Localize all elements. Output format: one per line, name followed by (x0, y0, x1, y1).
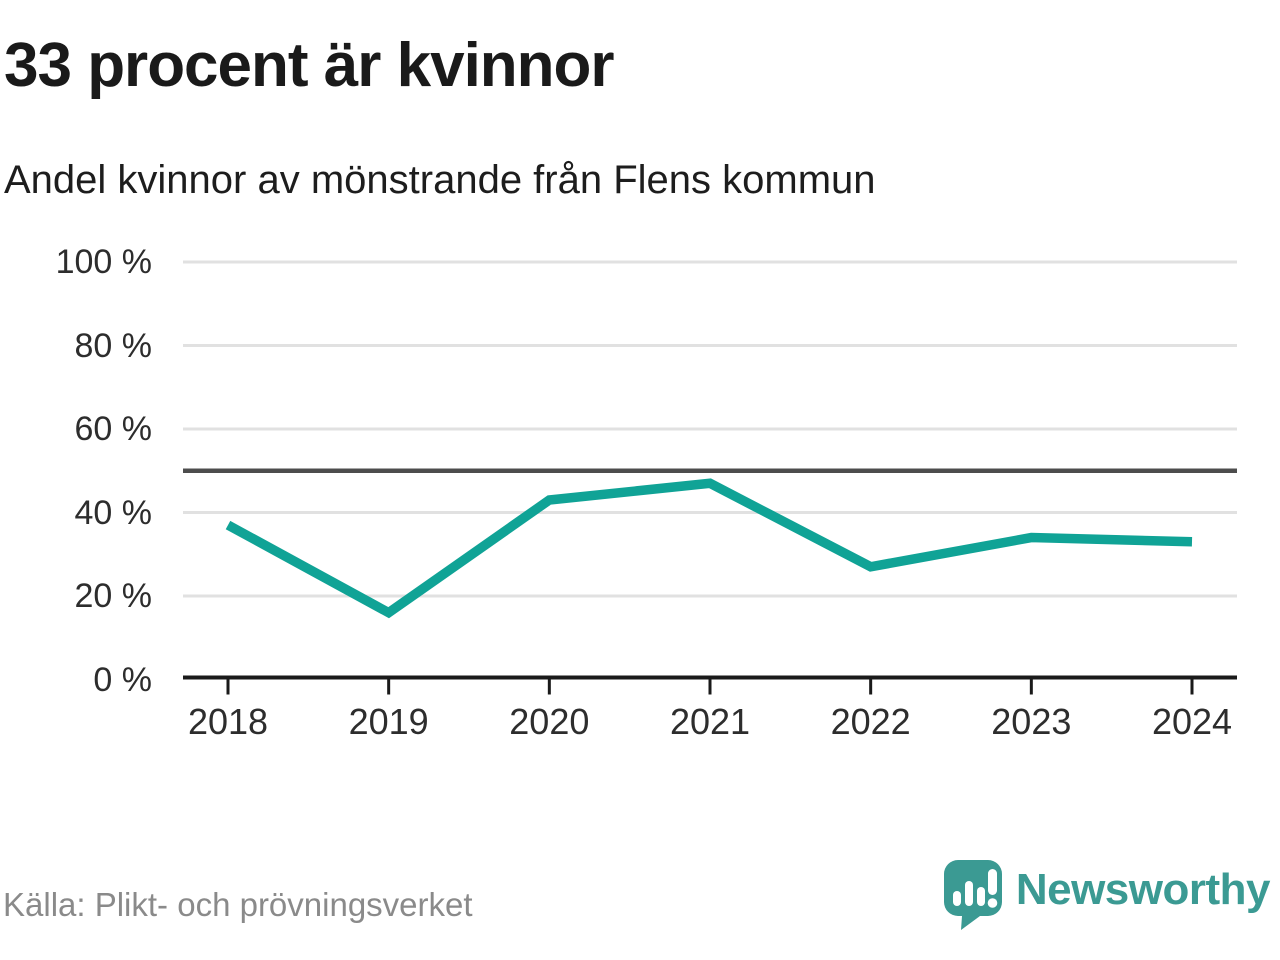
brand-logo: Newsworthy (942, 858, 1271, 932)
chart-subtitle: Andel kvinnor av mönstrande från Flens k… (4, 158, 876, 202)
line-chart: 0 % 20 % 40 % 60 % 80 % 100 % 2018 2019 2020 202… (0, 230, 1280, 760)
chart-title: 33 procent är kvinnor (4, 31, 615, 100)
logo-bar-tall (964, 881, 973, 906)
y-tick-label-100: 100 % (55, 243, 152, 281)
brand-name: Newsworthy (1015, 865, 1271, 914)
data-line (225, 478, 1193, 619)
y-tick-label-20: 20 % (74, 577, 153, 615)
logo-bar-small (952, 891, 961, 906)
x-tick-label-2022: 2022 (830, 701, 911, 742)
logo-bar-medium (976, 887, 985, 906)
y-tick-label-80: 80 % (74, 326, 153, 365)
chart-canvas (183, 260, 1237, 695)
y-tick-label-0: 0 % (93, 660, 152, 699)
logo-exclamation-stem (987, 869, 997, 895)
x-tick-label-2019: 2019 (348, 701, 429, 742)
x-tick-label-2023: 2023 (991, 701, 1072, 742)
x-tick-label-2021: 2021 (669, 701, 751, 742)
source-note: Källa: Plikt- och prövningsverket (3, 886, 473, 923)
y-tick-label-60: 60 % (74, 410, 153, 448)
logo-exclamation-dot (987, 898, 998, 908)
x-tick-label-2020: 2020 (509, 701, 590, 742)
y-tick-label-40: 40 % (74, 493, 153, 532)
newsworthy-icon (943, 860, 1002, 930)
x-tick-label-2018: 2018 (187, 701, 269, 742)
x-tick-label-2024: 2024 (1151, 701, 1233, 742)
